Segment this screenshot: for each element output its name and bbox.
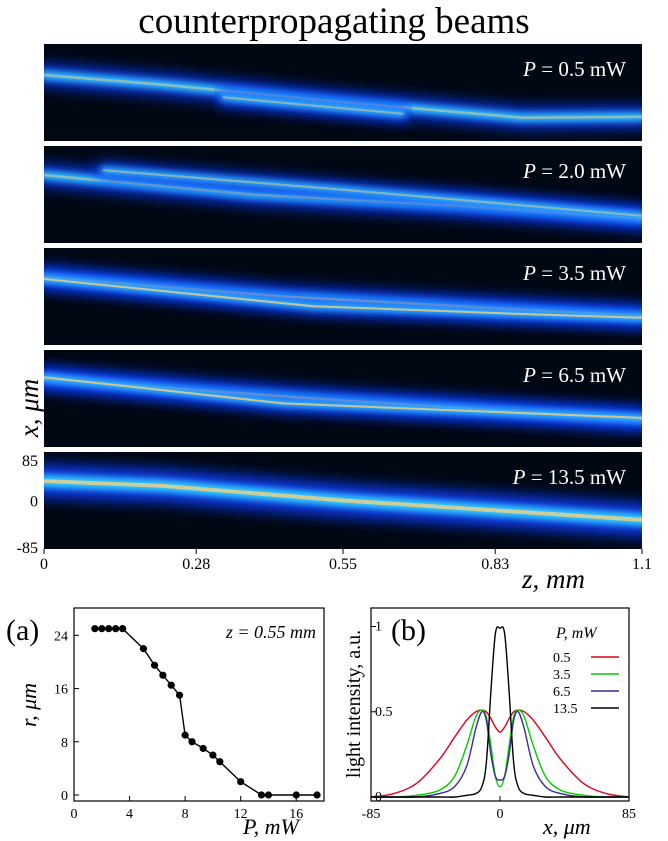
plot-a-panel-label: (a) (6, 614, 39, 647)
plot-a-frame (73, 607, 325, 802)
heatmap-panel-label: P = 13.5 mW (512, 465, 627, 489)
plot-a-data-point (181, 731, 189, 739)
plot-a-x-tick-label: 12 (234, 807, 248, 822)
heatmap-panel-3: P = 3.5 mW (44, 248, 642, 345)
heatmap-y-tick-label: 0 (30, 494, 38, 511)
plot-b-x-tick-label: 0 (497, 807, 504, 822)
plot-b-y-tick-label: 0.5 (375, 705, 393, 720)
heatmap-panel-2: P = 2.0 mW (44, 146, 642, 243)
plot-a-x-tick-label: 16 (289, 807, 303, 822)
heatmap-x-tick-label: 0 (40, 556, 48, 573)
plot-b-y-tick-label: 1 (375, 620, 382, 635)
plot-b-legend-title: P, mW (555, 625, 598, 642)
plot-a-y-tick-label: 16 (54, 683, 68, 698)
plot-a-x-tick-label: 0 (71, 807, 78, 822)
plot-a-line (94, 628, 318, 796)
plot-a-data-point (159, 671, 167, 679)
plot-a-data-point (292, 791, 300, 799)
plot-b-x-label: x, μm (542, 814, 591, 839)
plot-b-lines (370, 626, 630, 798)
plot-b-series-line (370, 626, 629, 798)
plot-a-x-tick-label: 4 (126, 807, 133, 822)
plot-a-x-label: P, mW (242, 814, 300, 839)
plot-a-data-point (105, 625, 113, 633)
plot-a-data-point (199, 744, 207, 753)
heatmap-panel-label: P = 3.5 mW (522, 261, 626, 285)
heatmap-axes: x, μm z, mm 0 0.28 0.55 0.83 1.1 850-85 (14, 379, 652, 594)
plot-a-data-point (98, 625, 106, 633)
heatmap-y-ticks: 85 0 -85 (17, 453, 38, 557)
plot-a-data-point (150, 661, 159, 669)
plot-a-data-point (139, 645, 148, 653)
heatmap-panel-label: P = 0.5 mW (522, 57, 626, 81)
plot-b-legend-label: 6.5 (553, 685, 571, 700)
heatmap-panel-1: P = 0.5 mW (44, 44, 642, 141)
heatmap-x-ticks: 0 0.28 0.55 0.83 1.1 (40, 549, 652, 573)
plot-a-data-point (209, 751, 217, 759)
plot-b-panel-label: (b) (391, 614, 426, 647)
plot-a-data-point (264, 791, 273, 799)
heatmap-x-tick-label: 1.1 (632, 556, 652, 573)
plot-a-y-tick-label: 24 (54, 629, 68, 644)
plot-a-data-point (175, 691, 184, 699)
heatmap-panel-label: P = 2.0 mW (522, 159, 626, 183)
plot-a-y-tick-label: 8 (61, 736, 68, 751)
plot-a-annotation: z = 0.55 mm (225, 622, 316, 642)
plot-a-ticks: 0 4 8 12 16 0 8 16 24 (54, 629, 303, 822)
plot-a-data-point (112, 625, 120, 633)
plot-b-x-tick-label: 85 (622, 807, 636, 822)
plot-a-data-point (313, 791, 321, 799)
plot-a-y-label: r, μm (16, 683, 41, 727)
heatmap-y-tick-label: 85 (22, 453, 38, 470)
beam-core (44, 479, 642, 522)
beam-body (220, 94, 406, 117)
beam-core (44, 376, 642, 419)
heatmap-panel-5: P = 13.5 mW (44, 452, 642, 549)
heatmap-beams (44, 368, 642, 431)
plot-b-legend: 0.5 3.5 6.5 13.5 (553, 651, 619, 717)
heatmap-y-tick-label: -85 (17, 540, 38, 557)
beam-core (222, 96, 404, 115)
heatmap-beams (44, 64, 642, 129)
heatmap-beams (44, 162, 642, 230)
beam-core (44, 278, 642, 319)
plot-b-legend-label: 3.5 (553, 668, 571, 683)
plot-a-data-point (216, 758, 224, 766)
plot-a-x-tick-label: 8 (182, 807, 189, 822)
plot-a-data-point (119, 625, 127, 633)
plot-b-series-line (370, 710, 629, 798)
heatmap-panels: P = 0.5 mW P = 2.0 mW P = 3.5 mW P = 6.5 mW… (44, 44, 642, 549)
plot-b-legend-label: 0.5 (553, 651, 571, 666)
plot-b: (b) light intensity, a.u. x, μm P, mW -8… (343, 607, 636, 839)
plot-a: (a) z = 0.55 mm r, μm P, mW 0 4 8 12 16 0 8 16 2… (6, 607, 325, 839)
plot-b-legend-label: 13.5 (553, 702, 578, 717)
plot-a-data-point (257, 791, 266, 799)
plot-a-points (91, 625, 321, 799)
plot-a-data-point (237, 778, 245, 786)
heatmap-x-tick-label: 0.55 (329, 556, 357, 573)
heatmap-x-tick-label: 0.28 (182, 556, 210, 573)
heatmap-x-label: z, mm (521, 564, 585, 594)
plot-a-y-tick-label: 0 (61, 789, 68, 804)
heatmap-panel-label: P = 6.5 mW (522, 363, 626, 387)
figure-title: counterpropagating beams (138, 1, 530, 42)
plot-a-data-point (91, 625, 99, 633)
beam-body (100, 167, 642, 219)
plot-a-data-point (188, 738, 196, 746)
heatmap-panel-4: P = 6.5 mW (44, 350, 642, 447)
plot-b-x-tick-label: -85 (362, 807, 381, 822)
plot-b-y-label: light intensity, a.u. (343, 630, 365, 778)
heatmap-x-tick-label: 0.83 (481, 556, 509, 573)
heatmap-beams (44, 266, 642, 327)
plot-a-data-point (167, 681, 175, 689)
heatmap-beams (44, 464, 642, 537)
heatmap-y-label: x, μm (14, 379, 44, 439)
plot-b-series-line (370, 709, 630, 798)
beam-core (102, 169, 642, 217)
plot-b-series-line (370, 709, 630, 798)
